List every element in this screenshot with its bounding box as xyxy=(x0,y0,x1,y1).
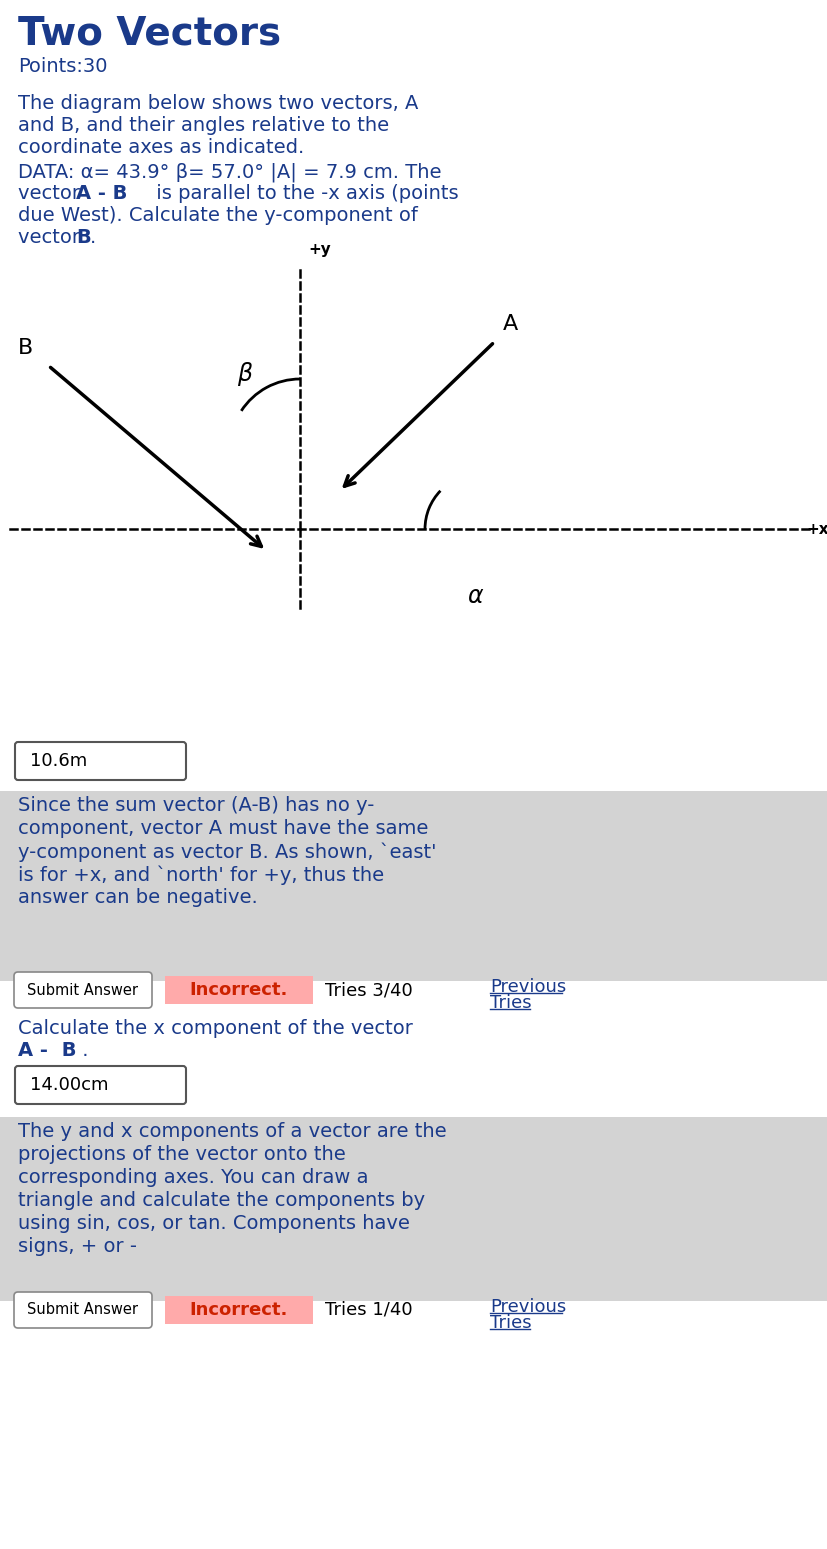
Text: A: A xyxy=(502,314,517,333)
Text: vector: vector xyxy=(18,184,86,203)
Text: signs, + or -: signs, + or - xyxy=(18,1238,136,1256)
Bar xyxy=(0,1117,827,1301)
Text: Previous: Previous xyxy=(490,977,566,996)
Bar xyxy=(0,792,827,981)
Text: vector: vector xyxy=(18,228,86,246)
FancyBboxPatch shape xyxy=(14,973,152,1008)
Text: 14.00cm: 14.00cm xyxy=(30,1077,108,1094)
Text: Previous: Previous xyxy=(490,1298,566,1317)
Text: B: B xyxy=(55,1041,76,1060)
Text: triangle and calculate the components by: triangle and calculate the components by xyxy=(18,1191,424,1210)
Text: Tries 3/40: Tries 3/40 xyxy=(325,981,412,999)
Bar xyxy=(165,976,313,1004)
Text: component, vector A must have the same: component, vector A must have the same xyxy=(18,819,428,838)
Text: .: . xyxy=(76,1041,88,1060)
Bar xyxy=(165,1297,313,1324)
Text: using sin, cos, or tan. Components have: using sin, cos, or tan. Components have xyxy=(18,1214,409,1233)
Text: The y and x components of a vector are the: The y and x components of a vector are t… xyxy=(18,1121,446,1142)
Text: Incorrect.: Incorrect. xyxy=(189,1301,288,1320)
Text: Tries: Tries xyxy=(490,1314,531,1332)
Text: The diagram below shows two vectors, A: The diagram below shows two vectors, A xyxy=(18,94,418,113)
Text: B: B xyxy=(76,228,91,246)
FancyBboxPatch shape xyxy=(15,742,186,781)
FancyBboxPatch shape xyxy=(14,1292,152,1327)
Text: Tries: Tries xyxy=(490,994,531,1011)
Text: coordinate axes as indicated.: coordinate axes as indicated. xyxy=(18,138,304,156)
FancyBboxPatch shape xyxy=(15,1066,186,1104)
Text: Points:30: Points:30 xyxy=(18,57,108,76)
Text: projections of the vector onto the: projections of the vector onto the xyxy=(18,1145,346,1163)
Text: and B, and their angles relative to the: and B, and their angles relative to the xyxy=(18,116,389,135)
Text: A -: A - xyxy=(18,1041,48,1060)
Text: Tries 1/40: Tries 1/40 xyxy=(325,1301,412,1320)
Text: β: β xyxy=(237,362,252,386)
Text: DATA: α= 43.9° β= 57.0° |A| = 7.9 cm. The: DATA: α= 43.9° β= 57.0° |A| = 7.9 cm. Th… xyxy=(18,163,441,181)
Text: is parallel to the -x axis (points: is parallel to the -x axis (points xyxy=(150,184,458,203)
Text: +x: +x xyxy=(805,522,827,536)
Text: Calculate the x component of the vector: Calculate the x component of the vector xyxy=(18,1019,418,1038)
Text: Submit Answer: Submit Answer xyxy=(27,982,138,998)
Text: Incorrect.: Incorrect. xyxy=(189,981,288,999)
Text: y-component as vector B. As shown, `east': y-component as vector B. As shown, `east… xyxy=(18,843,436,861)
Text: Submit Answer: Submit Answer xyxy=(27,1303,138,1318)
Text: is for +x, and `north' for +y, thus the: is for +x, and `north' for +y, thus the xyxy=(18,864,384,884)
Text: B: B xyxy=(18,338,33,358)
Text: A - B: A - B xyxy=(76,184,127,203)
Text: α: α xyxy=(466,584,482,609)
Text: 10.6m: 10.6m xyxy=(30,751,87,770)
Text: answer can be negative.: answer can be negative. xyxy=(18,888,257,908)
Text: Two Vectors: Two Vectors xyxy=(18,14,281,53)
Text: Since the sum vector (A-B) has no y-: Since the sum vector (A-B) has no y- xyxy=(18,796,374,815)
Text: corresponding axes. You can draw a: corresponding axes. You can draw a xyxy=(18,1168,368,1187)
Text: due West). Calculate the y-component of: due West). Calculate the y-component of xyxy=(18,206,418,225)
Text: +y: +y xyxy=(308,242,330,257)
Text: .: . xyxy=(90,228,96,246)
